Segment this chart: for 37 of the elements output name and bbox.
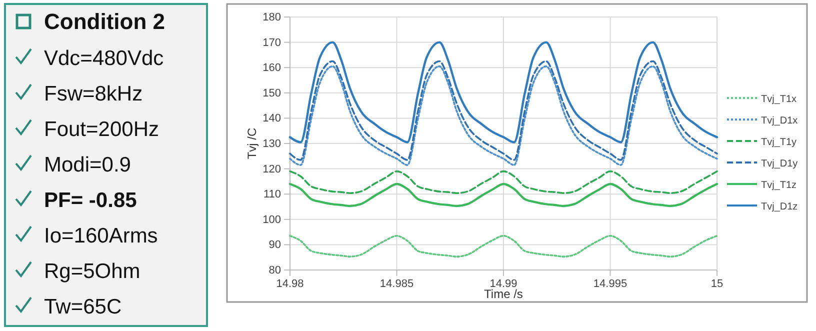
text: Condition 2 — [44, 9, 165, 34]
x-tick-label: 14.98 — [276, 278, 304, 290]
text: Vdc=480Vdc — [44, 47, 164, 70]
text: Tw=65C — [44, 296, 122, 318]
y-tick-label: 90 — [268, 239, 281, 252]
y-tick-label: 160 — [262, 62, 281, 74]
y-tick-label: 110 — [263, 188, 281, 201]
y-tick-label: 130 — [262, 138, 281, 150]
line-series — [288, 182, 718, 208]
text: Io=160Arms — [44, 224, 158, 248]
y-axis-title: Tvj /C — [245, 128, 259, 160]
x-tick-label: 14.99 — [490, 278, 518, 290]
legend-label: Tvj_D1y — [761, 158, 798, 170]
text: PF= -0.85 — [44, 189, 138, 212]
y-tick-label: 170 — [262, 36, 281, 49]
line-series — [289, 170, 718, 194]
text: Fsw=8kHz — [44, 82, 143, 106]
legend-label: Tvj_D1x — [761, 116, 798, 126]
text: Fout=200Hz — [44, 118, 159, 141]
x-tick-label: 15 — [710, 278, 724, 290]
y-tick-label: 80 — [268, 264, 281, 277]
legend-label: Tvj_T1y — [761, 137, 797, 148]
line-series — [288, 41, 718, 144]
legend-label: Tvj_T1z — [761, 180, 797, 191]
y-tick-label: 120 — [262, 163, 281, 176]
legend-label: Tvj_D1z — [761, 202, 798, 212]
text: Rg=5Ohm — [44, 260, 140, 283]
x-axis-title: Time /s — [484, 287, 523, 301]
x-tick-label: 14.995 — [593, 278, 628, 290]
line-series — [289, 234, 718, 258]
y-tick-label: 150 — [262, 87, 281, 100]
y-tick-label: 140 — [262, 112, 281, 125]
legend-label: Tvj_T1x — [761, 94, 797, 105]
text: Modi=0.9 — [44, 154, 131, 176]
x-tick-label: 14.985 — [380, 278, 414, 290]
y-tick-label: 180 — [262, 12, 281, 24]
y-tick-label: 100 — [262, 214, 281, 226]
